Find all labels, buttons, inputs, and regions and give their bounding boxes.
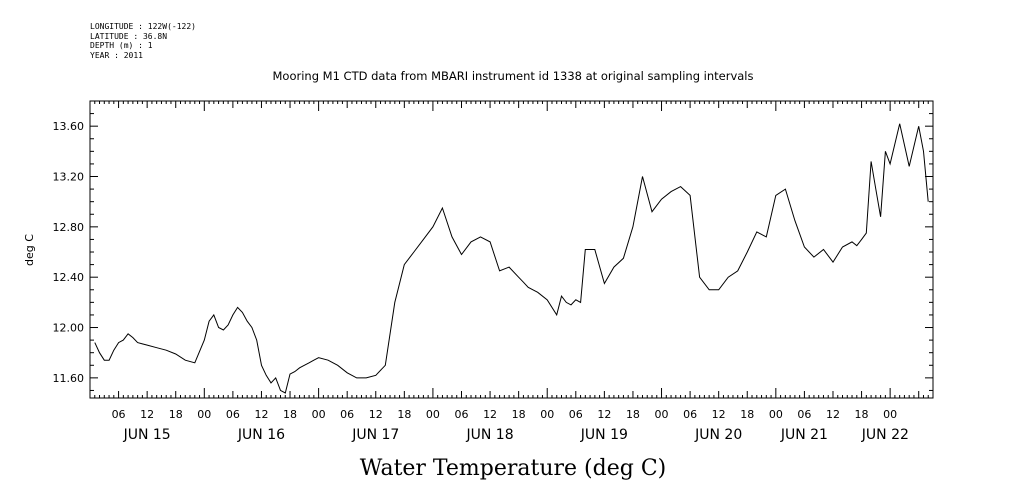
x-tick-label: 12 xyxy=(826,408,840,421)
x-tick-label: 00 xyxy=(197,408,211,421)
x-tick-label: 12 xyxy=(140,408,154,421)
y-tick-label: 12.80 xyxy=(53,221,85,234)
x-tick-label: 00 xyxy=(540,408,554,421)
x-axis-label: Water Temperature (deg C) xyxy=(360,456,667,481)
x-day-label: JUN 21 xyxy=(780,427,828,443)
water-temperature-line xyxy=(94,123,929,394)
x-day-label: JUN 19 xyxy=(580,427,628,443)
y-axis-label: deg C xyxy=(23,234,36,266)
y-tick-label: 12.40 xyxy=(53,271,85,284)
x-day-label: JUN 17 xyxy=(351,427,399,443)
plot-border xyxy=(89,100,934,399)
x-tick-label: 00 xyxy=(426,408,440,421)
plot-frame xyxy=(89,100,934,399)
x-tick-label: 00 xyxy=(769,408,783,421)
x-tick-label: 18 xyxy=(855,408,869,421)
x-tick-label: 12 xyxy=(369,408,383,421)
x-axis: 06 12 18 00 06 12 18 00 06 12 18 00 06 12 18 00 06 12 18 00… xyxy=(89,101,934,443)
location-metadata: LONGITUDE : 122W(-122) LATITUDE : 36.8N … xyxy=(90,22,196,60)
depth-label: DEPTH (m) : 1 xyxy=(90,41,153,50)
x-tick-label: 18 xyxy=(626,408,640,421)
x-tick-label: 06 xyxy=(226,408,240,421)
x-tick-label: 06 xyxy=(569,408,583,421)
x-tick-label: 12 xyxy=(597,408,611,421)
x-tick-label: 00 xyxy=(655,408,669,421)
x-tick-label: 18 xyxy=(169,408,183,421)
x-tick-label: 12 xyxy=(254,408,268,421)
x-tick-label: 18 xyxy=(740,408,754,421)
y-tick-label: 11.60 xyxy=(53,372,85,385)
x-tick-label: 12 xyxy=(712,408,726,421)
x-day-label: JUN 20 xyxy=(694,427,742,443)
x-tick-label: 00 xyxy=(312,408,326,421)
longitude-label: LONGITUDE : 122W(-122) xyxy=(90,22,196,31)
x-day-label: JUN 16 xyxy=(237,427,285,443)
series-group xyxy=(94,123,929,394)
x-tick-label: 00 xyxy=(883,408,897,421)
x-tick-label: 12 xyxy=(483,408,497,421)
x-tick-label: 18 xyxy=(512,408,526,421)
latitude-label: LATITUDE : 36.8N xyxy=(90,31,168,41)
y-tick-label: 12.00 xyxy=(53,322,85,335)
x-tick-label: 18 xyxy=(283,408,297,421)
x-day-label: JUN 22 xyxy=(861,427,909,443)
y-axis: 11.60 12.00 12.40 12.80 13.20 13.60 xyxy=(53,113,933,391)
x-day-label: JUN 15 xyxy=(123,427,171,443)
x-tick-label: 06 xyxy=(683,408,697,421)
year-label: YEAR : 2011 xyxy=(90,50,143,60)
x-day-label: JUN 18 xyxy=(466,427,514,443)
x-tick-label: 06 xyxy=(454,408,468,421)
y-tick-label: 13.60 xyxy=(53,120,85,133)
y-tick-label: 13.20 xyxy=(53,171,85,184)
x-tick-label: 06 xyxy=(797,408,811,421)
chart-title: Mooring M1 CTD data from MBARI instrumen… xyxy=(273,69,754,83)
x-tick-label: 18 xyxy=(397,408,411,421)
x-tick-label: 06 xyxy=(112,408,126,421)
x-tick-label: 06 xyxy=(340,408,354,421)
